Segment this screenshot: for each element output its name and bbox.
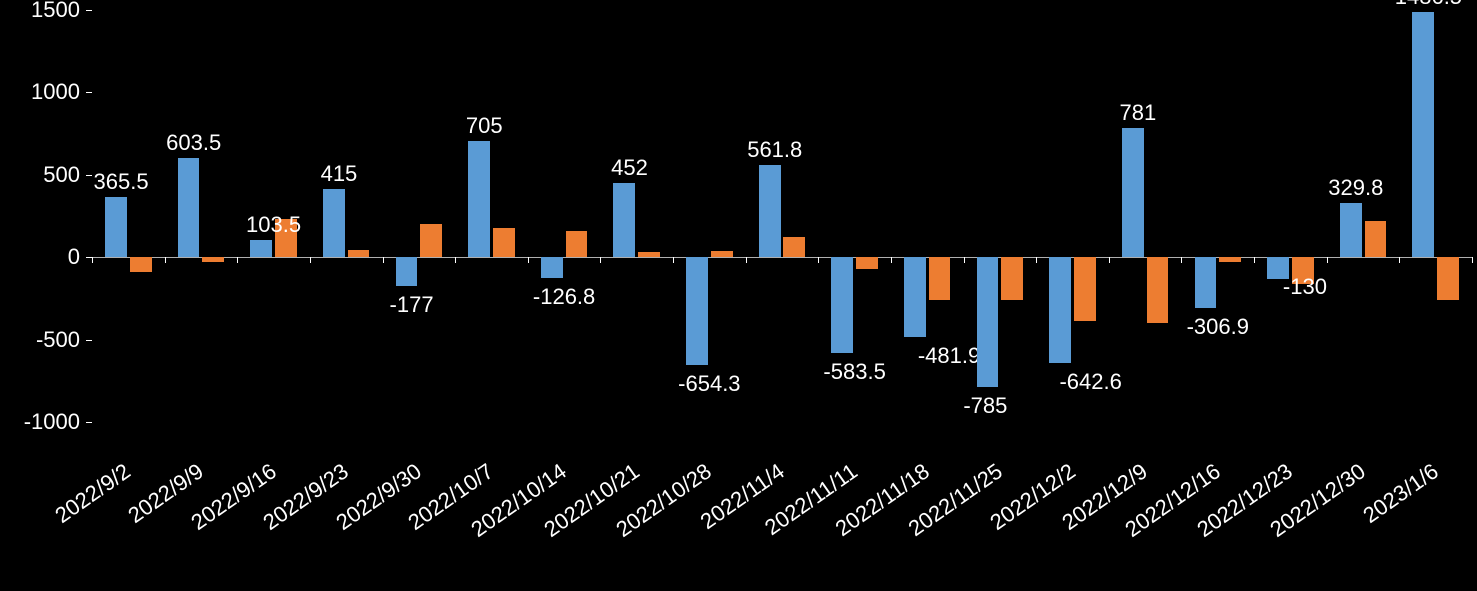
bar-series-blue <box>613 183 635 257</box>
x-tick-mark <box>818 257 819 263</box>
bar-series-blue <box>904 257 926 336</box>
x-tick-mark <box>1036 257 1037 263</box>
x-tick-mark <box>746 257 747 263</box>
bar-series-orange <box>638 252 660 257</box>
data-label: -177 <box>390 292 434 318</box>
bar-series-blue <box>1049 257 1071 363</box>
bar-series-orange <box>1365 221 1387 257</box>
bar-series-orange <box>1001 257 1023 300</box>
x-tick-mark <box>673 257 674 263</box>
bar-series-orange <box>1437 257 1459 300</box>
x-tick-mark <box>964 257 965 263</box>
bar-series-blue <box>105 197 127 257</box>
y-tick-mark <box>86 92 92 93</box>
bar-series-orange <box>856 257 878 269</box>
bar-series-blue <box>178 158 200 257</box>
data-label: -126.8 <box>533 284 595 310</box>
y-tick-label: 1500 <box>0 0 80 23</box>
bar-series-blue <box>396 257 418 286</box>
x-tick-mark <box>455 257 456 263</box>
x-tick-mark <box>1181 257 1182 263</box>
x-tick-mark <box>891 257 892 263</box>
x-axis-line <box>92 257 1472 258</box>
y-tick-mark <box>86 10 92 11</box>
bar-series-orange <box>202 257 224 262</box>
x-tick-mark <box>1472 257 1473 263</box>
data-label: -654.3 <box>678 371 740 397</box>
bar-series-blue <box>323 189 345 257</box>
x-tick-mark <box>92 257 93 263</box>
bar-series-orange <box>929 257 951 300</box>
y-tick-label: 0 <box>0 244 80 270</box>
x-tick-mark <box>1327 257 1328 263</box>
x-tick-mark <box>1109 257 1110 263</box>
y-tick-label: -500 <box>0 327 80 353</box>
data-label: 415 <box>321 161 358 187</box>
y-tick-mark <box>86 175 92 176</box>
data-label: 103.5 <box>246 212 301 238</box>
data-label: -130 <box>1283 274 1327 300</box>
bar-series-blue <box>250 240 272 257</box>
y-tick-label: 500 <box>0 162 80 188</box>
x-tick-mark <box>1254 257 1255 263</box>
bar-series-orange <box>711 251 733 258</box>
bar-series-orange <box>783 237 805 257</box>
data-label: -306.9 <box>1187 314 1249 340</box>
bar-series-blue <box>759 165 781 258</box>
bar-series-blue <box>831 257 853 353</box>
bar-series-orange <box>348 250 370 257</box>
bar-series-blue <box>686 257 708 365</box>
data-label: -583.5 <box>823 359 885 385</box>
data-label: 329.8 <box>1328 175 1383 201</box>
bar-series-orange <box>566 231 588 257</box>
chart-container: -1000-500050010001500365.52022/9/2603.52… <box>0 0 1477 591</box>
data-label: 452 <box>611 155 648 181</box>
bar-series-blue <box>541 257 563 278</box>
bar-series-orange <box>130 257 152 272</box>
bar-series-blue <box>1412 12 1434 257</box>
data-label: 365.5 <box>94 169 149 195</box>
bar-series-orange <box>1219 257 1241 262</box>
data-label: 1486.5 <box>1395 0 1462 10</box>
x-tick-mark <box>528 257 529 263</box>
bar-series-orange <box>420 224 442 257</box>
bar-series-orange <box>493 228 515 258</box>
x-tick-mark <box>165 257 166 263</box>
data-label: -785 <box>963 393 1007 419</box>
data-label: -642.6 <box>1059 369 1121 395</box>
bar-series-orange <box>1147 257 1169 323</box>
y-tick-label: -1000 <box>0 409 80 435</box>
data-label: -481.9 <box>918 343 980 369</box>
bar-series-blue <box>1340 203 1362 257</box>
bar-series-blue <box>1195 257 1217 308</box>
data-label: 705 <box>466 113 503 139</box>
x-tick-mark <box>1399 257 1400 263</box>
data-label: 781 <box>1120 100 1157 126</box>
bar-series-orange <box>1074 257 1096 321</box>
y-tick-mark <box>86 340 92 341</box>
bar-series-blue <box>1122 128 1144 257</box>
bar-series-blue <box>977 257 999 386</box>
x-tick-mark <box>237 257 238 263</box>
x-tick-mark <box>310 257 311 263</box>
bar-series-blue <box>468 141 490 257</box>
x-tick-mark <box>600 257 601 263</box>
y-tick-label: 1000 <box>0 79 80 105</box>
data-label: 603.5 <box>166 130 221 156</box>
x-tick-mark <box>383 257 384 263</box>
data-label: 561.8 <box>747 137 802 163</box>
y-tick-mark <box>86 422 92 423</box>
